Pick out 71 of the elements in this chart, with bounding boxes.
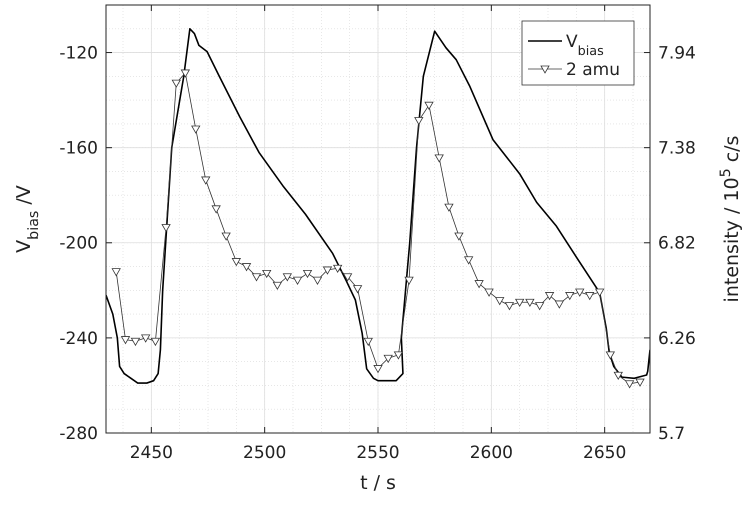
point [515,298,524,307]
point [364,338,373,346]
y2-tick-label: 7.94 [658,44,696,64]
y-tick-label: -240 [59,328,98,349]
point [545,292,554,300]
point [374,365,382,373]
point [636,378,644,386]
y2-tick-label: 5.7 [658,424,686,444]
x-tick-label: 2450 [130,443,173,463]
point [353,285,362,294]
point [180,70,190,78]
point [404,276,414,285]
point [262,270,272,278]
point [424,102,434,110]
point [151,338,160,346]
point [293,276,302,285]
point [554,300,564,308]
legend-label: V$_{bias}$ [566,32,604,58]
x-axis-title: t / s [360,472,396,494]
point [172,80,181,88]
x-tick-label: 2650 [583,443,626,463]
point [595,288,604,296]
point [535,302,544,310]
point [394,351,403,360]
legend-label: 2 amu [566,60,620,80]
point [384,354,393,363]
point [525,298,534,307]
point [112,268,121,276]
y2-tick-label: 6.82 [658,234,696,254]
point [575,288,584,296]
point [484,288,494,296]
point [131,338,140,346]
point [565,292,574,300]
y-tick-label: -280 [59,424,98,444]
point [272,282,282,290]
point [333,264,342,273]
point [614,372,623,380]
point [222,232,231,240]
point [414,117,424,125]
point [464,256,474,264]
point [191,126,200,134]
point [505,302,514,310]
point [282,273,292,282]
point [625,380,634,388]
point [444,204,454,212]
y-tick-label: -120 [59,44,98,64]
point [242,263,251,271]
point [434,154,444,162]
point [201,176,210,184]
point [606,351,615,360]
point [454,232,464,240]
point [232,258,241,266]
point [313,276,322,285]
point [585,292,594,300]
y2-tick-label: 6.26 [658,328,696,349]
point [474,280,484,288]
point [303,270,312,278]
x-tick-label: 2600 [470,443,513,463]
x-tick-label: 2500 [243,443,286,463]
point [121,336,130,344]
y-tick-label: -200 [59,234,98,254]
x-tick-label: 2550 [356,443,400,463]
point [162,224,170,232]
point [141,334,150,342]
y2-tick-label: 7.38 [658,138,696,159]
point [495,297,504,305]
point [212,205,221,214]
point [343,273,352,282]
y-tick-label: -160 [59,138,98,159]
point [323,266,332,274]
point [252,273,261,282]
